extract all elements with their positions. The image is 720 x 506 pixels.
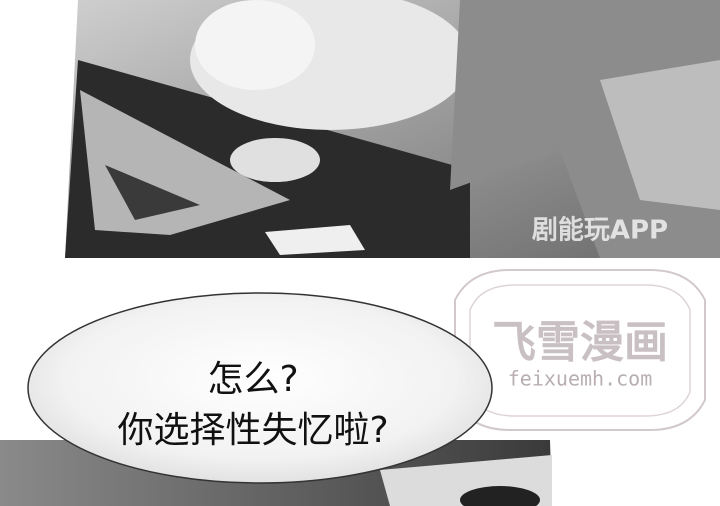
bubble-line: 你选择性失忆啦? (117, 410, 388, 451)
app-watermark: 剧能玩APP (532, 215, 668, 246)
logo-url: feixuemh.com (508, 367, 653, 391)
logo-title: 飞雪漫画 (492, 317, 668, 368)
speech-bubble: 怎么? 你选择性失忆啦? (27, 292, 493, 484)
bubble-line: 怎么? (207, 359, 298, 400)
logo-watermark: 飞雪漫画 feixuemh.com (454, 269, 706, 431)
top-panel: 剧能玩APP (65, 0, 720, 258)
